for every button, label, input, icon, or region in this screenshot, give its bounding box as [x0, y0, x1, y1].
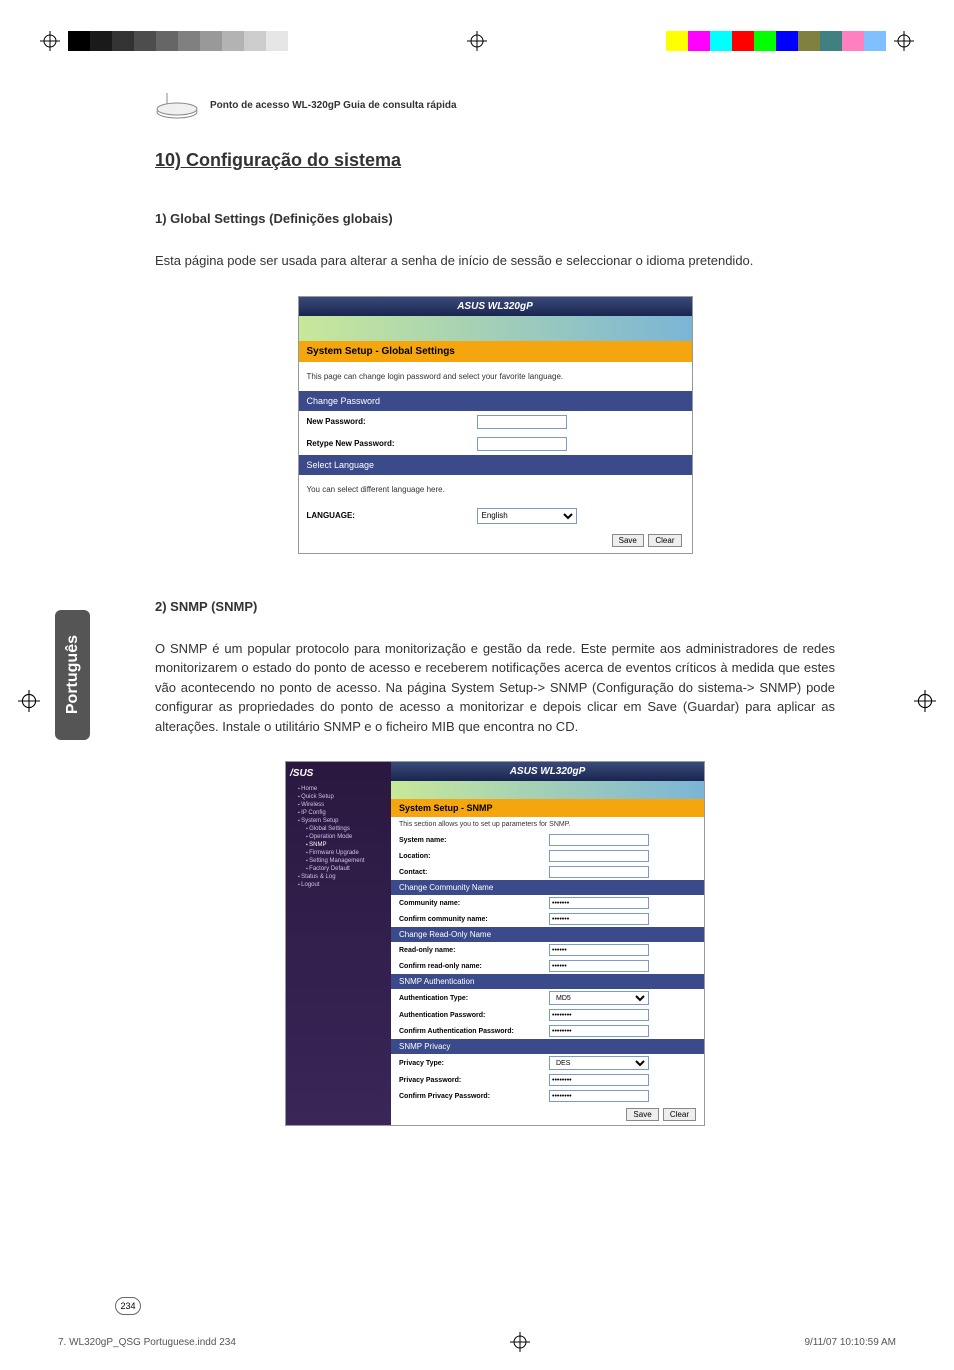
subsection-2-title: 2) SNMP (SNMP) — [155, 599, 835, 614]
privacy-type-select[interactable]: DES — [549, 1056, 649, 1070]
router-icon — [155, 90, 200, 120]
ss1-banner — [299, 316, 692, 341]
ss1-retype-password-row: Retype New Password: — [299, 433, 692, 455]
header-text: Ponto de acesso WL-320gP Guia de consult… — [210, 100, 457, 111]
community-name-input[interactable] — [549, 897, 649, 909]
privacy-pw-label: Privacy Password: — [399, 1077, 549, 1084]
language-select[interactable]: English — [477, 508, 577, 524]
ss1-section-header: System Setup - Global Settings — [299, 341, 692, 362]
sidebar-item[interactable]: Setting Management — [290, 857, 387, 865]
footer-date: 9/11/07 10:10:59 AM — [804, 1337, 896, 1348]
auth-pw-input[interactable] — [549, 1009, 649, 1021]
print-marks-top — [0, 30, 954, 52]
new-password-label: New Password: — [307, 417, 477, 426]
readonly-name-input[interactable] — [549, 944, 649, 956]
sidebar-item[interactable]: Global Settings — [290, 825, 387, 833]
retype-password-label: Retype New Password: — [307, 439, 477, 448]
auth-type-select[interactable]: MD5 — [549, 991, 649, 1005]
auth-type-label: Authentication Type: — [399, 995, 549, 1002]
ss1-select-language-header: Select Language — [299, 455, 692, 475]
sidebar-item[interactable]: SNMP — [290, 841, 387, 849]
confirm-privacy-pw-label: Confirm Privacy Password: — [399, 1093, 549, 1100]
registration-mark-icon — [467, 31, 487, 51]
ss1-change-password-header: Change Password — [299, 391, 692, 411]
sidebar-item[interactable]: Logout — [290, 881, 387, 889]
ss2-main: ASUS WL320gP System Setup - SNMP This se… — [391, 762, 704, 1125]
page-header: Ponto de acesso WL-320gP Guia de consult… — [155, 90, 835, 120]
ss1-new-password-row: New Password: — [299, 411, 692, 433]
grayscale-bar — [68, 31, 288, 51]
clear-button[interactable]: Clear — [648, 534, 681, 547]
contact-label: Contact: — [399, 869, 549, 876]
confirm-readonly-label: Confirm read-only name: — [399, 963, 549, 970]
confirm-community-label: Confirm community name: — [399, 916, 549, 923]
color-bar — [666, 31, 886, 51]
retype-password-input[interactable] — [477, 437, 567, 451]
location-label: Location: — [399, 853, 549, 860]
confirm-readonly-input[interactable] — [549, 960, 649, 972]
language-label: LANGUAGE: — [307, 511, 477, 520]
sidebar-item[interactable]: System Setup — [290, 817, 387, 825]
page-number: 234 — [115, 1297, 141, 1315]
ss2-titlebar: ASUS WL320gP — [391, 762, 704, 781]
confirm-community-input[interactable] — [549, 913, 649, 925]
save-button[interactable]: Save — [612, 534, 644, 547]
registration-mark-icon — [18, 690, 40, 712]
ss2-desc: This section allows you to set up parame… — [391, 817, 704, 832]
registration-mark-icon — [894, 31, 914, 51]
registration-mark-icon — [40, 31, 60, 51]
screenshot-snmp: /SUS HomeQuick SetupWirelessIP ConfigSys… — [285, 761, 705, 1126]
clear-button[interactable]: Clear — [663, 1108, 696, 1121]
screenshot-global-settings: ASUS WL320gP System Setup - Global Setti… — [298, 296, 693, 554]
subsection-1-text: Esta página pode ser usada para alterar … — [155, 251, 835, 271]
ss2-banner — [391, 781, 704, 799]
system-name-label: System name: — [399, 837, 549, 844]
system-name-input[interactable] — [549, 834, 649, 846]
ss1-language-row: LANGUAGE: English — [299, 504, 692, 528]
sidebar-item[interactable]: Factory Default — [290, 865, 387, 873]
community-name-label: Community name: — [399, 900, 549, 907]
language-tab: Português — [55, 610, 90, 740]
privacy-type-label: Privacy Type: — [399, 1060, 549, 1067]
ss2-section-header: System Setup - SNMP — [391, 799, 704, 817]
registration-mark-icon — [510, 1332, 530, 1352]
confirm-privacy-pw-input[interactable] — [549, 1090, 649, 1102]
sidebar-item[interactable]: Firmware Upgrade — [290, 849, 387, 857]
sidebar-item[interactable]: Wireless — [290, 801, 387, 809]
language-tab-label: Português — [64, 635, 82, 714]
change-community-header: Change Community Name — [391, 880, 704, 895]
auth-pw-label: Authentication Password: — [399, 1012, 549, 1019]
ss1-titlebar: ASUS WL320gP — [299, 297, 692, 316]
auth-header: SNMP Authentication — [391, 974, 704, 989]
save-button[interactable]: Save — [626, 1108, 658, 1121]
ss1-buttons: Save Clear — [299, 528, 692, 553]
privacy-pw-input[interactable] — [549, 1074, 649, 1086]
privacy-header: SNMP Privacy — [391, 1039, 704, 1054]
ss1-desc: This page can change login password and … — [299, 362, 692, 391]
asus-logo: /SUS — [290, 768, 387, 779]
readonly-name-label: Read-only name: — [399, 947, 549, 954]
footer: 7. WL320gP_QSG Portuguese.indd 234 9/11/… — [0, 1332, 954, 1352]
confirm-auth-pw-input[interactable] — [549, 1025, 649, 1037]
location-input[interactable] — [549, 850, 649, 862]
readonly-header: Change Read-Only Name — [391, 927, 704, 942]
ss2-buttons: Save Clear — [391, 1104, 704, 1125]
sidebar-item[interactable]: IP Config — [290, 809, 387, 817]
subsection-1-title: 1) Global Settings (Definições globais) — [155, 211, 835, 226]
confirm-auth-pw-label: Confirm Authentication Password: — [399, 1028, 549, 1035]
section-title: 10) Configuração do sistema — [155, 150, 835, 171]
sidebar-item[interactable]: Operation Mode — [290, 833, 387, 841]
sidebar-item[interactable]: Status & Log — [290, 873, 387, 881]
sidebar-item[interactable]: Quick Setup — [290, 793, 387, 801]
ss1-lang-desc: You can select different language here. — [299, 475, 692, 504]
registration-mark-icon — [914, 690, 936, 712]
sidebar-item[interactable]: Home — [290, 785, 387, 793]
subsection-2-text: O SNMP é um popular protocolo para monit… — [155, 639, 835, 737]
contact-input[interactable] — [549, 866, 649, 878]
ss2-sidebar: /SUS HomeQuick SetupWirelessIP ConfigSys… — [286, 762, 391, 1125]
page-content: Ponto de acesso WL-320gP Guia de consult… — [155, 90, 835, 1126]
new-password-input[interactable] — [477, 415, 567, 429]
footer-file: 7. WL320gP_QSG Portuguese.indd 234 — [58, 1337, 236, 1348]
